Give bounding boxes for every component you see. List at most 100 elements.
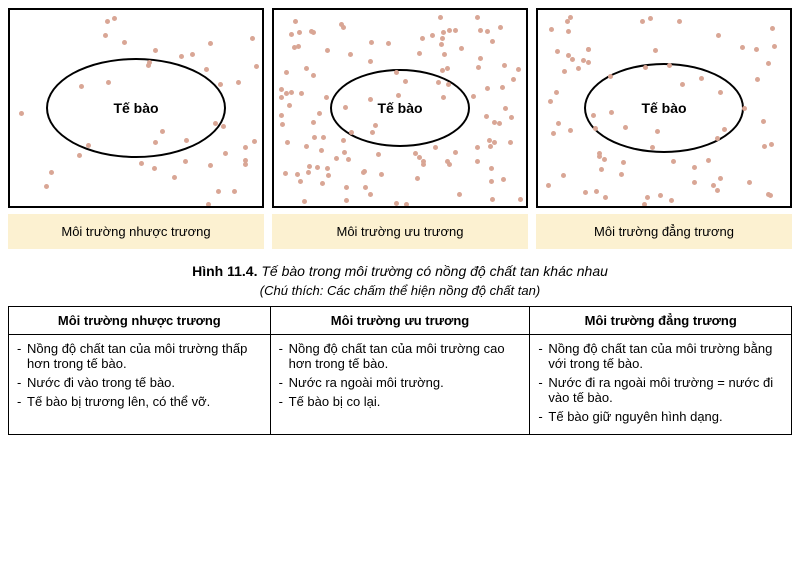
solute-dot <box>49 170 54 175</box>
solute-dot <box>252 139 257 144</box>
solute-dot <box>344 198 349 203</box>
table-list-item: Tế bào bị trương lên, có thể vỡ. <box>17 394 262 409</box>
solute-dot <box>441 30 446 35</box>
cell-box: Tế bào <box>272 8 528 208</box>
solute-dot <box>602 157 607 162</box>
solute-dot <box>103 33 108 38</box>
solute-dot <box>394 70 399 75</box>
table-list-item: Nồng độ chất tan của môi trường cao hơn … <box>279 341 522 371</box>
solute-dot <box>642 202 647 207</box>
solute-dot <box>583 190 588 195</box>
solute-dot <box>740 45 745 50</box>
solute-dot <box>139 161 144 166</box>
solute-dot <box>320 181 325 186</box>
solute-dot <box>204 67 209 72</box>
solute-dot <box>500 85 505 90</box>
panel-isotonic: Tế bào Môi trường đẳng trương <box>536 8 792 249</box>
solute-dot <box>348 52 353 57</box>
solute-dot <box>498 25 503 30</box>
solute-dot <box>546 183 551 188</box>
solute-dot <box>289 32 294 37</box>
solute-dot <box>306 170 311 175</box>
solute-dot <box>489 166 494 171</box>
solute-dot <box>503 106 508 111</box>
solute-dot <box>566 29 571 34</box>
table-list-item: Nước đi vào trong tế bào. <box>17 375 262 390</box>
solute-dot <box>490 39 495 44</box>
solute-dot <box>441 95 446 100</box>
solute-dot <box>648 16 653 21</box>
caption-title-text: Tế bào trong môi trường có nồng độ chất … <box>261 263 608 279</box>
solute-dot <box>369 40 374 45</box>
solute-dot <box>376 152 381 157</box>
solute-dot <box>586 60 591 65</box>
solute-dot <box>326 173 331 178</box>
solute-dot <box>404 202 409 207</box>
solute-dot <box>218 82 223 87</box>
solute-dot <box>447 28 452 33</box>
solute-dot <box>653 48 658 53</box>
solute-dot <box>250 36 255 41</box>
solute-dot <box>433 145 438 150</box>
solute-dot <box>562 69 567 74</box>
table-list-item: Nước ra ngoài môi trường. <box>279 375 522 390</box>
solute-dot <box>597 154 602 159</box>
solute-dot <box>19 111 24 116</box>
solute-dot <box>236 80 241 85</box>
solute-dot <box>555 49 560 54</box>
solute-dot <box>208 41 213 46</box>
solute-dot <box>297 30 302 35</box>
solute-dot <box>706 158 711 163</box>
solute-dot <box>518 197 523 202</box>
caption-prefix: Hình 11.4. <box>192 263 257 279</box>
solute-dot <box>671 159 676 164</box>
solute-dot <box>216 189 221 194</box>
solute-dot <box>502 63 507 68</box>
solute-dot <box>342 150 347 155</box>
solute-dot <box>487 138 492 143</box>
solute-dot <box>292 45 297 50</box>
solute-dot <box>508 140 513 145</box>
solute-dot <box>325 166 330 171</box>
figure-caption: Hình 11.4. Tế bào trong môi trường có nồ… <box>8 263 792 279</box>
table-list-item: Nồng độ chất tan của môi trường thấp hơn… <box>17 341 262 371</box>
solute-dot <box>715 136 720 141</box>
solute-dot <box>183 159 188 164</box>
solute-dot <box>279 113 284 118</box>
solute-dot <box>485 29 490 34</box>
solute-dot <box>655 129 660 134</box>
solute-dot <box>298 179 303 184</box>
solute-dot <box>312 135 317 140</box>
solute-dot <box>475 15 480 20</box>
table-list-item: Nồng độ chất tan của môi trường bằng với… <box>538 341 783 371</box>
solute-dot <box>457 192 462 197</box>
solute-dot <box>254 64 259 69</box>
solute-dot <box>280 122 285 127</box>
solute-dot <box>549 27 554 32</box>
solute-dot <box>421 159 426 164</box>
solute-dot <box>594 189 599 194</box>
solute-dot <box>516 67 521 72</box>
solute-dot <box>603 195 608 200</box>
solute-dot <box>279 87 284 92</box>
solute-dot <box>379 172 384 177</box>
cell-ellipse: Tế bào <box>46 58 226 158</box>
caption-subtitle: (Chú thích: Các chấm thể hiện nồng độ ch… <box>8 283 792 298</box>
solute-dot <box>112 16 117 21</box>
table-row: Nồng độ chất tan của môi trường thấp hơn… <box>9 335 792 435</box>
solute-dot <box>299 91 304 96</box>
solute-dot <box>325 48 330 53</box>
solute-dot <box>476 65 481 70</box>
solute-dot <box>762 144 767 149</box>
solute-dot <box>304 144 309 149</box>
solute-dot <box>453 150 458 155</box>
solute-dot <box>501 177 506 182</box>
solute-dot <box>621 160 626 165</box>
solute-dot <box>599 167 604 172</box>
solute-dot <box>341 138 346 143</box>
solute-dot <box>747 180 752 185</box>
solute-dot <box>293 19 298 24</box>
panel-label: Môi trường ưu trương <box>272 214 528 249</box>
cell-ellipse: Tế bào <box>330 69 470 147</box>
solute-dot <box>311 73 316 78</box>
